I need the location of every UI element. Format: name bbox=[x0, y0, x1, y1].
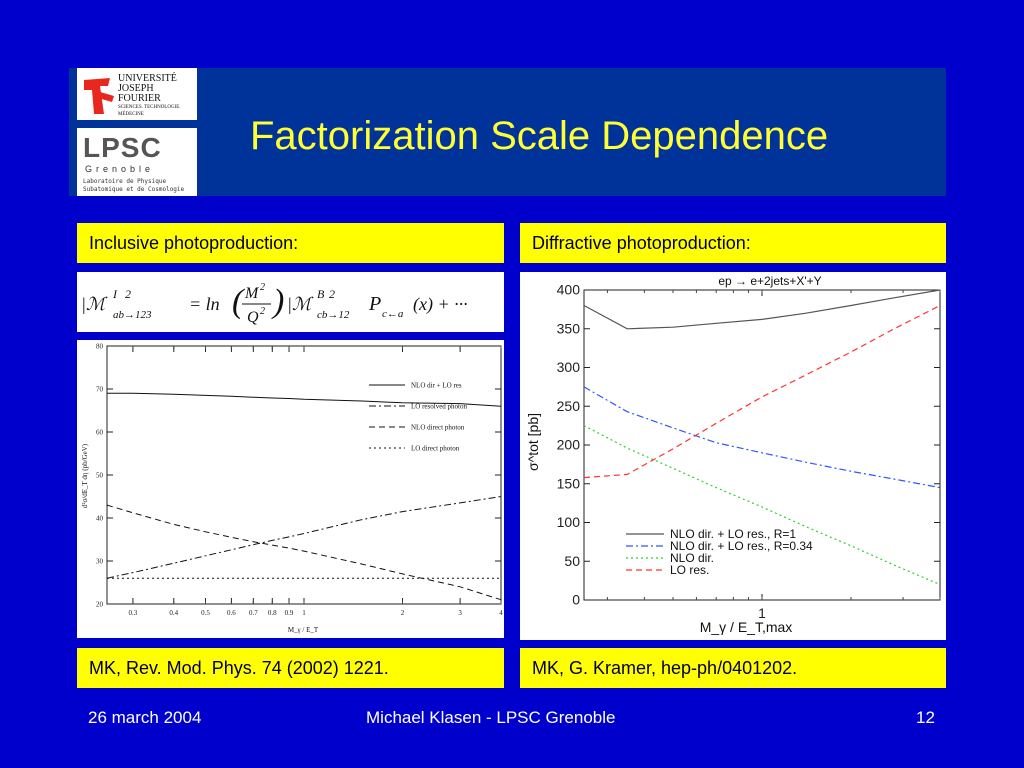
y-tick-label: 100 bbox=[557, 514, 581, 530]
right-chart-panel: 0 50 100 150 200 250 300 350 400 1 NLO dir. + LO r… bbox=[520, 272, 946, 640]
y-tick-label: 150 bbox=[557, 475, 581, 491]
right-header: Diffractive photoproduction: bbox=[520, 223, 946, 263]
series-line bbox=[583, 304, 941, 479]
formula-p: P bbox=[368, 293, 381, 315]
series-line bbox=[583, 425, 941, 586]
series-line bbox=[107, 392, 502, 407]
x-tick-label: 0.3 bbox=[129, 609, 138, 617]
series-line bbox=[583, 386, 941, 489]
left-header: Inclusive photoproduction: bbox=[77, 223, 504, 263]
legend-label: NLO direct photon bbox=[411, 423, 465, 431]
x-tick-label: 3 bbox=[458, 609, 462, 617]
y-tick-label: 70 bbox=[96, 385, 104, 393]
y-tick-label: 80 bbox=[96, 342, 104, 350]
y-axis-label: d²σ/dE_T dη (pb/GeV) bbox=[81, 443, 89, 508]
chart-title: ep → e+2jets+X'+Y bbox=[718, 274, 821, 288]
slide-title: Factorization Scale Dependence bbox=[250, 114, 829, 158]
series-line bbox=[106, 504, 502, 601]
y-tick-label: 50 bbox=[96, 471, 104, 479]
ufj-logo: UNIVERSITÉ JOSEPH FOURIER SCIENCES. TECH… bbox=[77, 68, 197, 120]
lpsc-name: LPSC bbox=[83, 132, 162, 163]
y-tick-label: 200 bbox=[557, 437, 581, 453]
footer-center: Michael Klasen - LPSC Grenoble bbox=[366, 708, 616, 727]
y-tick-label: 20 bbox=[96, 600, 104, 608]
left-chart-panel: 20 30 40 50 60 70 80 0.3 0.4 0.5 0.6 0.7 0.8 0.9 1 2 3 4 N… bbox=[77, 340, 504, 638]
left-citation: MK, Rev. Mod. Phys. 74 (2002) 1221. bbox=[77, 648, 504, 688]
lpsc-logo: LPSC Grenoble Laboratoire de Physique Su… bbox=[77, 128, 197, 196]
formula-svg: |ℳ I 2 ab→123 = ln ( M 2 Q 2 ) |ℳ B 2 cb… bbox=[81, 282, 468, 326]
lpsc-line2: Subatomique et de Cosmologie bbox=[83, 186, 185, 193]
frac-num: M bbox=[244, 285, 260, 302]
x-tick-label: 1 bbox=[302, 609, 306, 617]
formula-lhs-sup: I bbox=[112, 287, 118, 301]
x-tick-label: 1 bbox=[758, 605, 766, 621]
formula-rhs-sub: cb→12 bbox=[317, 309, 350, 321]
footer-date: 26 march 2004 bbox=[88, 708, 202, 727]
y-tick-label: 250 bbox=[557, 398, 581, 414]
x-tick-label: 4 bbox=[499, 609, 503, 617]
y-tick-label: 60 bbox=[96, 428, 104, 436]
formula-lhs-sub: ab→123 bbox=[113, 309, 152, 321]
y-tick-label: 0 bbox=[572, 592, 580, 608]
x-tick-label: 0.5 bbox=[201, 609, 210, 617]
page-number: 12 bbox=[916, 708, 935, 727]
x-axis-label: M_γ / E_T,max bbox=[700, 619, 793, 635]
legend-label: NLO dir. + LO res., R=1 bbox=[670, 527, 796, 541]
legend-label: LO resolved photon bbox=[411, 402, 467, 410]
y-tick-label: 400 bbox=[557, 282, 581, 298]
x-tick-label: 0.8 bbox=[268, 609, 277, 617]
y-tick-label: 300 bbox=[557, 359, 581, 375]
formula-panel: |ℳ I 2 ab→123 = ln ( M 2 Q 2 ) |ℳ B 2 cb… bbox=[77, 272, 504, 332]
series-line bbox=[583, 289, 941, 330]
formula-eq: = ln bbox=[189, 294, 220, 314]
ufj-line1: UNIVERSITÉ bbox=[118, 73, 177, 84]
x-tick-label: 2 bbox=[401, 609, 405, 617]
frac-den-exp: 2 bbox=[260, 306, 265, 317]
formula-p-arg: (x) + ··· bbox=[413, 294, 468, 315]
left-chart: 20 30 40 50 60 70 80 0.3 0.4 0.5 0.6 0.7 0.8 0.9 1 2 3 4 N… bbox=[81, 342, 503, 634]
x-tick-label: 0.4 bbox=[169, 609, 178, 617]
frac-den: Q bbox=[247, 309, 259, 326]
legend-label: NLO dir. bbox=[670, 551, 714, 565]
legend-label: NLO dir + LO res bbox=[411, 381, 462, 389]
formula-p-sub: c←a bbox=[382, 308, 404, 320]
paren-open: ( bbox=[232, 283, 246, 320]
x-tick-label: 0.7 bbox=[249, 609, 258, 617]
y-tick-label: 350 bbox=[557, 320, 581, 336]
title-bar bbox=[69, 68, 946, 196]
series-line bbox=[106, 496, 502, 579]
x-axis-label: M_γ / E_T bbox=[288, 626, 319, 634]
frac-num-exp: 2 bbox=[260, 282, 265, 293]
y-tick-label: 50 bbox=[564, 553, 580, 569]
legend-label: NLO dir. + LO res., R=0.34 bbox=[670, 539, 813, 553]
paren-close: ) bbox=[271, 283, 284, 320]
x-tick-label: 0.6 bbox=[227, 609, 236, 617]
y-tick-label: 40 bbox=[96, 514, 104, 522]
ufj-emblem-icon bbox=[84, 78, 114, 114]
legend-label: LO direct photon bbox=[411, 444, 460, 452]
ufj-line2: JOSEPH FOURIER bbox=[118, 83, 161, 104]
ufj-line3: SCIENCES. TECHNOLOGIE. MÉDECINE bbox=[118, 105, 181, 117]
formula-rhs-sup: B bbox=[317, 287, 325, 301]
lpsc-sub: Grenoble bbox=[85, 164, 155, 174]
y-tick-label: 30 bbox=[96, 557, 104, 565]
lpsc-line1: Laboratoire de Physique bbox=[83, 178, 167, 185]
formula-lhs-exp: 2 bbox=[125, 287, 131, 301]
formula-rhs: |ℳ bbox=[287, 294, 314, 314]
plot-frame bbox=[583, 289, 941, 601]
formula-lhs: |ℳ bbox=[81, 294, 108, 314]
formula-rhs-exp: 2 bbox=[329, 287, 335, 301]
y-axis-label: σ^tot [pb] bbox=[525, 413, 541, 471]
legend-label: LO res. bbox=[670, 563, 709, 577]
right-citation: MK, G. Kramer, hep-ph/0401202. bbox=[520, 648, 946, 688]
right-chart: 0 50 100 150 200 250 300 350 400 1 NLO dir. + LO r… bbox=[525, 274, 941, 635]
x-tick-label: 0.9 bbox=[285, 609, 294, 617]
